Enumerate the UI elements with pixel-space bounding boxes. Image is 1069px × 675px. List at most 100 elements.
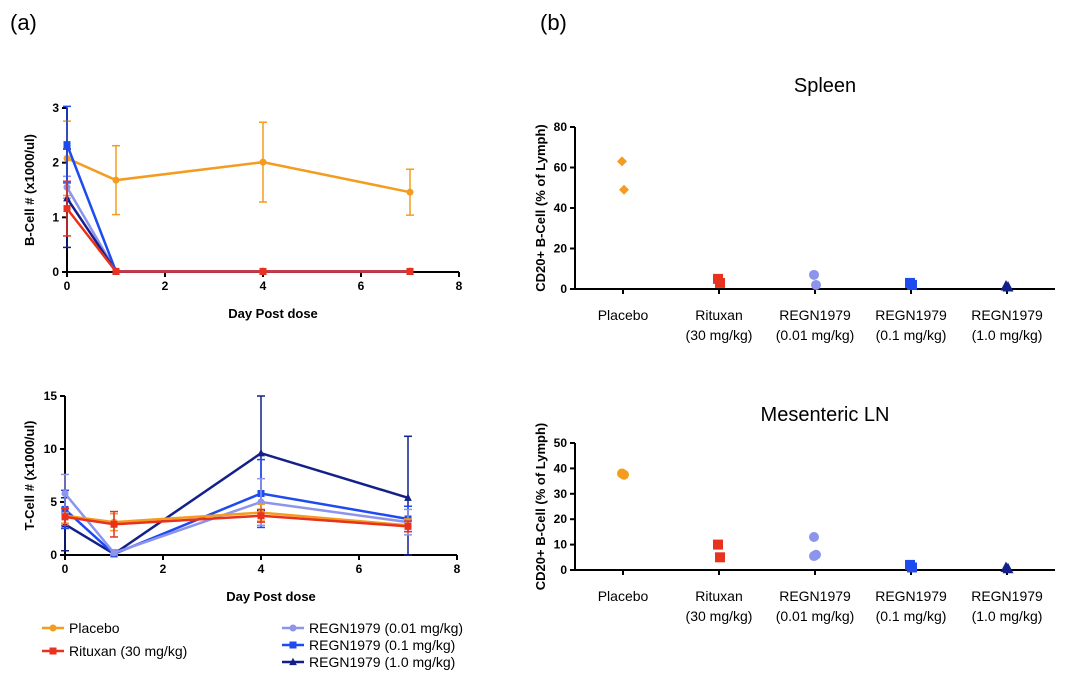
y-tick-label: 1 xyxy=(52,210,59,224)
y-tick-label: 15 xyxy=(44,389,58,403)
series-rituxan-30-mg-kg- xyxy=(63,180,414,275)
series-line xyxy=(66,157,411,194)
legend-swatch-marker xyxy=(289,641,297,649)
category-label: Rituxan xyxy=(695,307,742,323)
y-axis-title: B-Cell # (x1000/ul) xyxy=(22,134,37,246)
panel-label-a: (a) xyxy=(10,10,37,35)
legend-item: REGN1979 (0.01 mg/kg) xyxy=(282,620,463,636)
legend-label: REGN1979 (0.01 mg/kg) xyxy=(309,620,463,636)
legend-item: REGN1979 (1.0 mg/kg) xyxy=(282,654,455,670)
legend-swatch-marker xyxy=(49,624,57,632)
data-point xyxy=(404,522,412,530)
x-tick-label: 2 xyxy=(160,562,167,576)
legend-item: Rituxan (30 mg/kg) xyxy=(42,643,187,659)
category-label: Placebo xyxy=(598,307,649,323)
data-point xyxy=(259,158,267,166)
category-label: (0.01 mg/kg) xyxy=(776,608,855,624)
data-point xyxy=(907,279,917,290)
y-tick-label: 10 xyxy=(554,538,568,552)
series-line xyxy=(65,186,410,273)
y-tick-label: 50 xyxy=(554,436,568,450)
y-tick-label: 0 xyxy=(50,548,57,562)
data-point xyxy=(259,267,267,275)
panel-label-b: (b) xyxy=(540,10,567,35)
data-point xyxy=(809,551,819,562)
group-points xyxy=(1000,279,1014,292)
y-axis-title: CD20+ B-Cell (% of Lymph) xyxy=(533,124,548,291)
series-regn1979-0-1-mg-kg- xyxy=(61,458,412,558)
legend-item: REGN1979 (0.1 mg/kg) xyxy=(282,637,455,653)
category-label: (0.1 mg/kg) xyxy=(876,327,947,343)
x-tick-label: 4 xyxy=(260,279,267,293)
y-tick-label: 60 xyxy=(554,161,568,175)
data-point xyxy=(110,520,118,528)
mesenteric-scatter-chart: Mesenteric LN 0 10 20 30 40 50 CD20+ B-Cell (% … xyxy=(533,404,1055,624)
data-point xyxy=(110,549,118,557)
category-label: REGN1979 xyxy=(779,307,851,323)
data-point xyxy=(61,490,69,498)
data-point xyxy=(811,279,821,290)
x-tick-label: 6 xyxy=(358,279,365,293)
legend-item: Placebo xyxy=(42,620,120,636)
y-tick-label: 20 xyxy=(554,242,568,256)
tcell-line-chart: 0 5 10 15 0 2 4 6 8 Day Post dose T-Cell # (x1000/… xyxy=(22,389,461,604)
legend-swatch-marker xyxy=(289,624,297,632)
x-axis-title: Day Post dose xyxy=(228,306,318,321)
group-points xyxy=(617,156,629,195)
series-line xyxy=(64,514,409,528)
x-tick-label: 0 xyxy=(62,562,69,576)
data-point xyxy=(112,267,120,275)
y-tick-label: 2 xyxy=(52,156,59,170)
data-point xyxy=(257,449,265,457)
group-points xyxy=(809,531,821,562)
data-point xyxy=(619,469,629,480)
spleen-scatter-chart: Spleen 0 20 40 60 80 CD20+ B-Cell (% of Lymph)… xyxy=(533,75,1055,343)
y-axis-title: T-Cell # (x1000/ul) xyxy=(22,421,37,531)
series-line xyxy=(64,451,409,556)
data-point xyxy=(715,552,725,563)
data-point xyxy=(809,269,819,280)
legend: Placebo Rituxan (30 mg/kg) REGN1979 (0.01 … xyxy=(42,620,463,670)
y-tick-label: 0 xyxy=(560,282,567,296)
x-tick-label: 0 xyxy=(64,279,71,293)
data-point xyxy=(257,512,265,520)
data-point xyxy=(63,141,71,149)
chart-title: Mesenteric LN xyxy=(761,404,890,426)
category-label: (1.0 mg/kg) xyxy=(972,327,1043,343)
y-tick-label: 0 xyxy=(560,563,567,577)
group-points xyxy=(713,539,725,563)
series-line xyxy=(66,207,410,273)
series-placebo xyxy=(63,120,414,216)
x-tick-label: 6 xyxy=(356,562,363,576)
legend-label: REGN1979 (1.0 mg/kg) xyxy=(309,654,455,670)
y-tick-label: 40 xyxy=(554,461,568,475)
category-label: (30 mg/kg) xyxy=(686,327,753,343)
category-label: REGN1979 xyxy=(971,307,1043,323)
data-point xyxy=(907,562,917,573)
category-label: REGN1979 xyxy=(971,588,1043,604)
series-line xyxy=(64,492,409,555)
x-axis-title: Day Post dose xyxy=(226,589,316,604)
data-point xyxy=(619,184,629,195)
legend-label: REGN1979 (0.1 mg/kg) xyxy=(309,637,455,653)
data-point xyxy=(1002,280,1014,292)
data-point xyxy=(406,267,414,275)
x-tick-label: 4 xyxy=(258,562,265,576)
data-point xyxy=(61,513,69,521)
x-tick-label: 8 xyxy=(454,562,461,576)
data-point xyxy=(1002,562,1014,574)
y-axis-title: CD20+ B-Cell (% of Lymph) xyxy=(533,423,548,590)
group-points xyxy=(905,559,917,573)
bcell-line-chart: 0 1 2 3 0 2 4 6 8 Day Post dose B-Cell # (x1000/ul… xyxy=(22,101,463,321)
y-tick-label: 5 xyxy=(50,495,57,509)
category-label: (0.1 mg/kg) xyxy=(876,608,947,624)
series-rituxan-30-mg-kg- xyxy=(61,507,412,538)
category-label: (30 mg/kg) xyxy=(686,608,753,624)
category-label: Rituxan xyxy=(695,588,742,604)
data-point xyxy=(63,205,71,213)
data-point xyxy=(715,277,725,288)
category-label: REGN1979 xyxy=(875,588,947,604)
legend-swatch-marker xyxy=(49,647,57,655)
category-label: REGN1979 xyxy=(875,307,947,323)
category-label: REGN1979 xyxy=(779,588,851,604)
